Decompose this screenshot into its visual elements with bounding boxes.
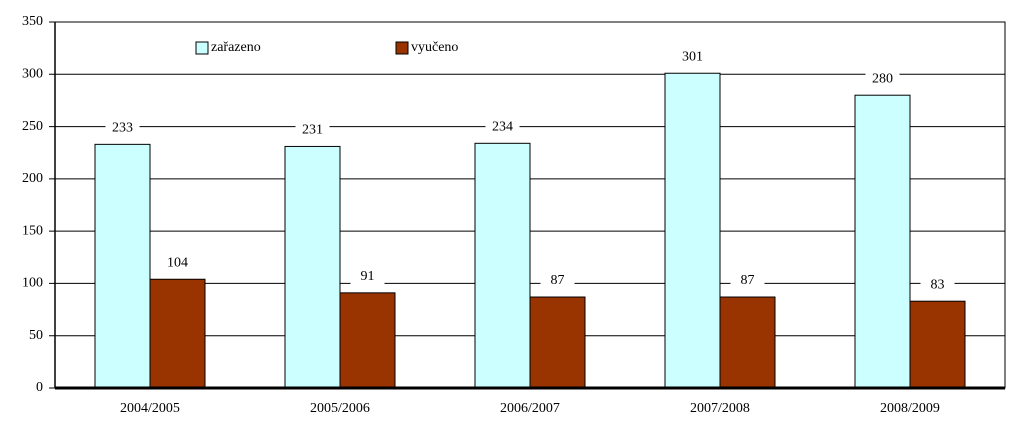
data-label-bg [540, 273, 575, 290]
x-tick-label: 2004/2005 [120, 401, 180, 416]
data-label: 83 [931, 277, 945, 292]
bar [94, 143, 151, 389]
legend-swatch [395, 41, 409, 55]
legend-label: vyučeno [411, 40, 458, 55]
data-label: 234 [492, 120, 513, 135]
y-tick-label: 0 [36, 380, 43, 395]
data-label: 87 [551, 273, 565, 288]
data-label-bg [105, 120, 140, 137]
y-tick-label: 200 [22, 171, 43, 186]
data-label: 233 [112, 121, 133, 136]
bar [149, 278, 206, 389]
data-label-bg [295, 122, 330, 139]
data-label-bg [675, 49, 710, 66]
bar [474, 142, 531, 389]
bar [909, 300, 966, 389]
bar [529, 296, 586, 389]
data-label-bg [485, 119, 520, 136]
y-tick-label: 50 [29, 328, 43, 343]
legend-swatch [195, 41, 209, 55]
data-label-bg [920, 277, 955, 294]
data-label: 280 [872, 71, 893, 86]
x-tick-label: 2007/2008 [690, 401, 750, 416]
y-tick-label: 350 [22, 14, 43, 29]
bar [854, 94, 911, 389]
data-label-bg [865, 71, 900, 88]
legend-label: zařazeno [211, 40, 261, 55]
y-tick-label: 150 [22, 223, 43, 238]
data-label-bg [160, 255, 195, 272]
data-label-bg [730, 273, 765, 290]
x-tick-label: 2005/2006 [310, 401, 370, 416]
bar [284, 145, 341, 389]
y-tick-label: 250 [22, 119, 43, 134]
data-label-bg [350, 268, 385, 285]
bar [339, 292, 396, 389]
x-tick-label: 2006/2007 [500, 401, 560, 416]
data-label: 87 [741, 273, 755, 288]
x-tick-label: 2008/2009 [880, 401, 940, 416]
data-label: 301 [682, 49, 703, 64]
bar [664, 72, 721, 389]
data-label: 91 [361, 269, 375, 284]
bar [719, 296, 776, 389]
data-label: 231 [302, 123, 323, 138]
y-tick-label: 300 [22, 67, 43, 82]
data-label: 104 [167, 255, 188, 270]
y-tick-label: 100 [22, 276, 43, 291]
